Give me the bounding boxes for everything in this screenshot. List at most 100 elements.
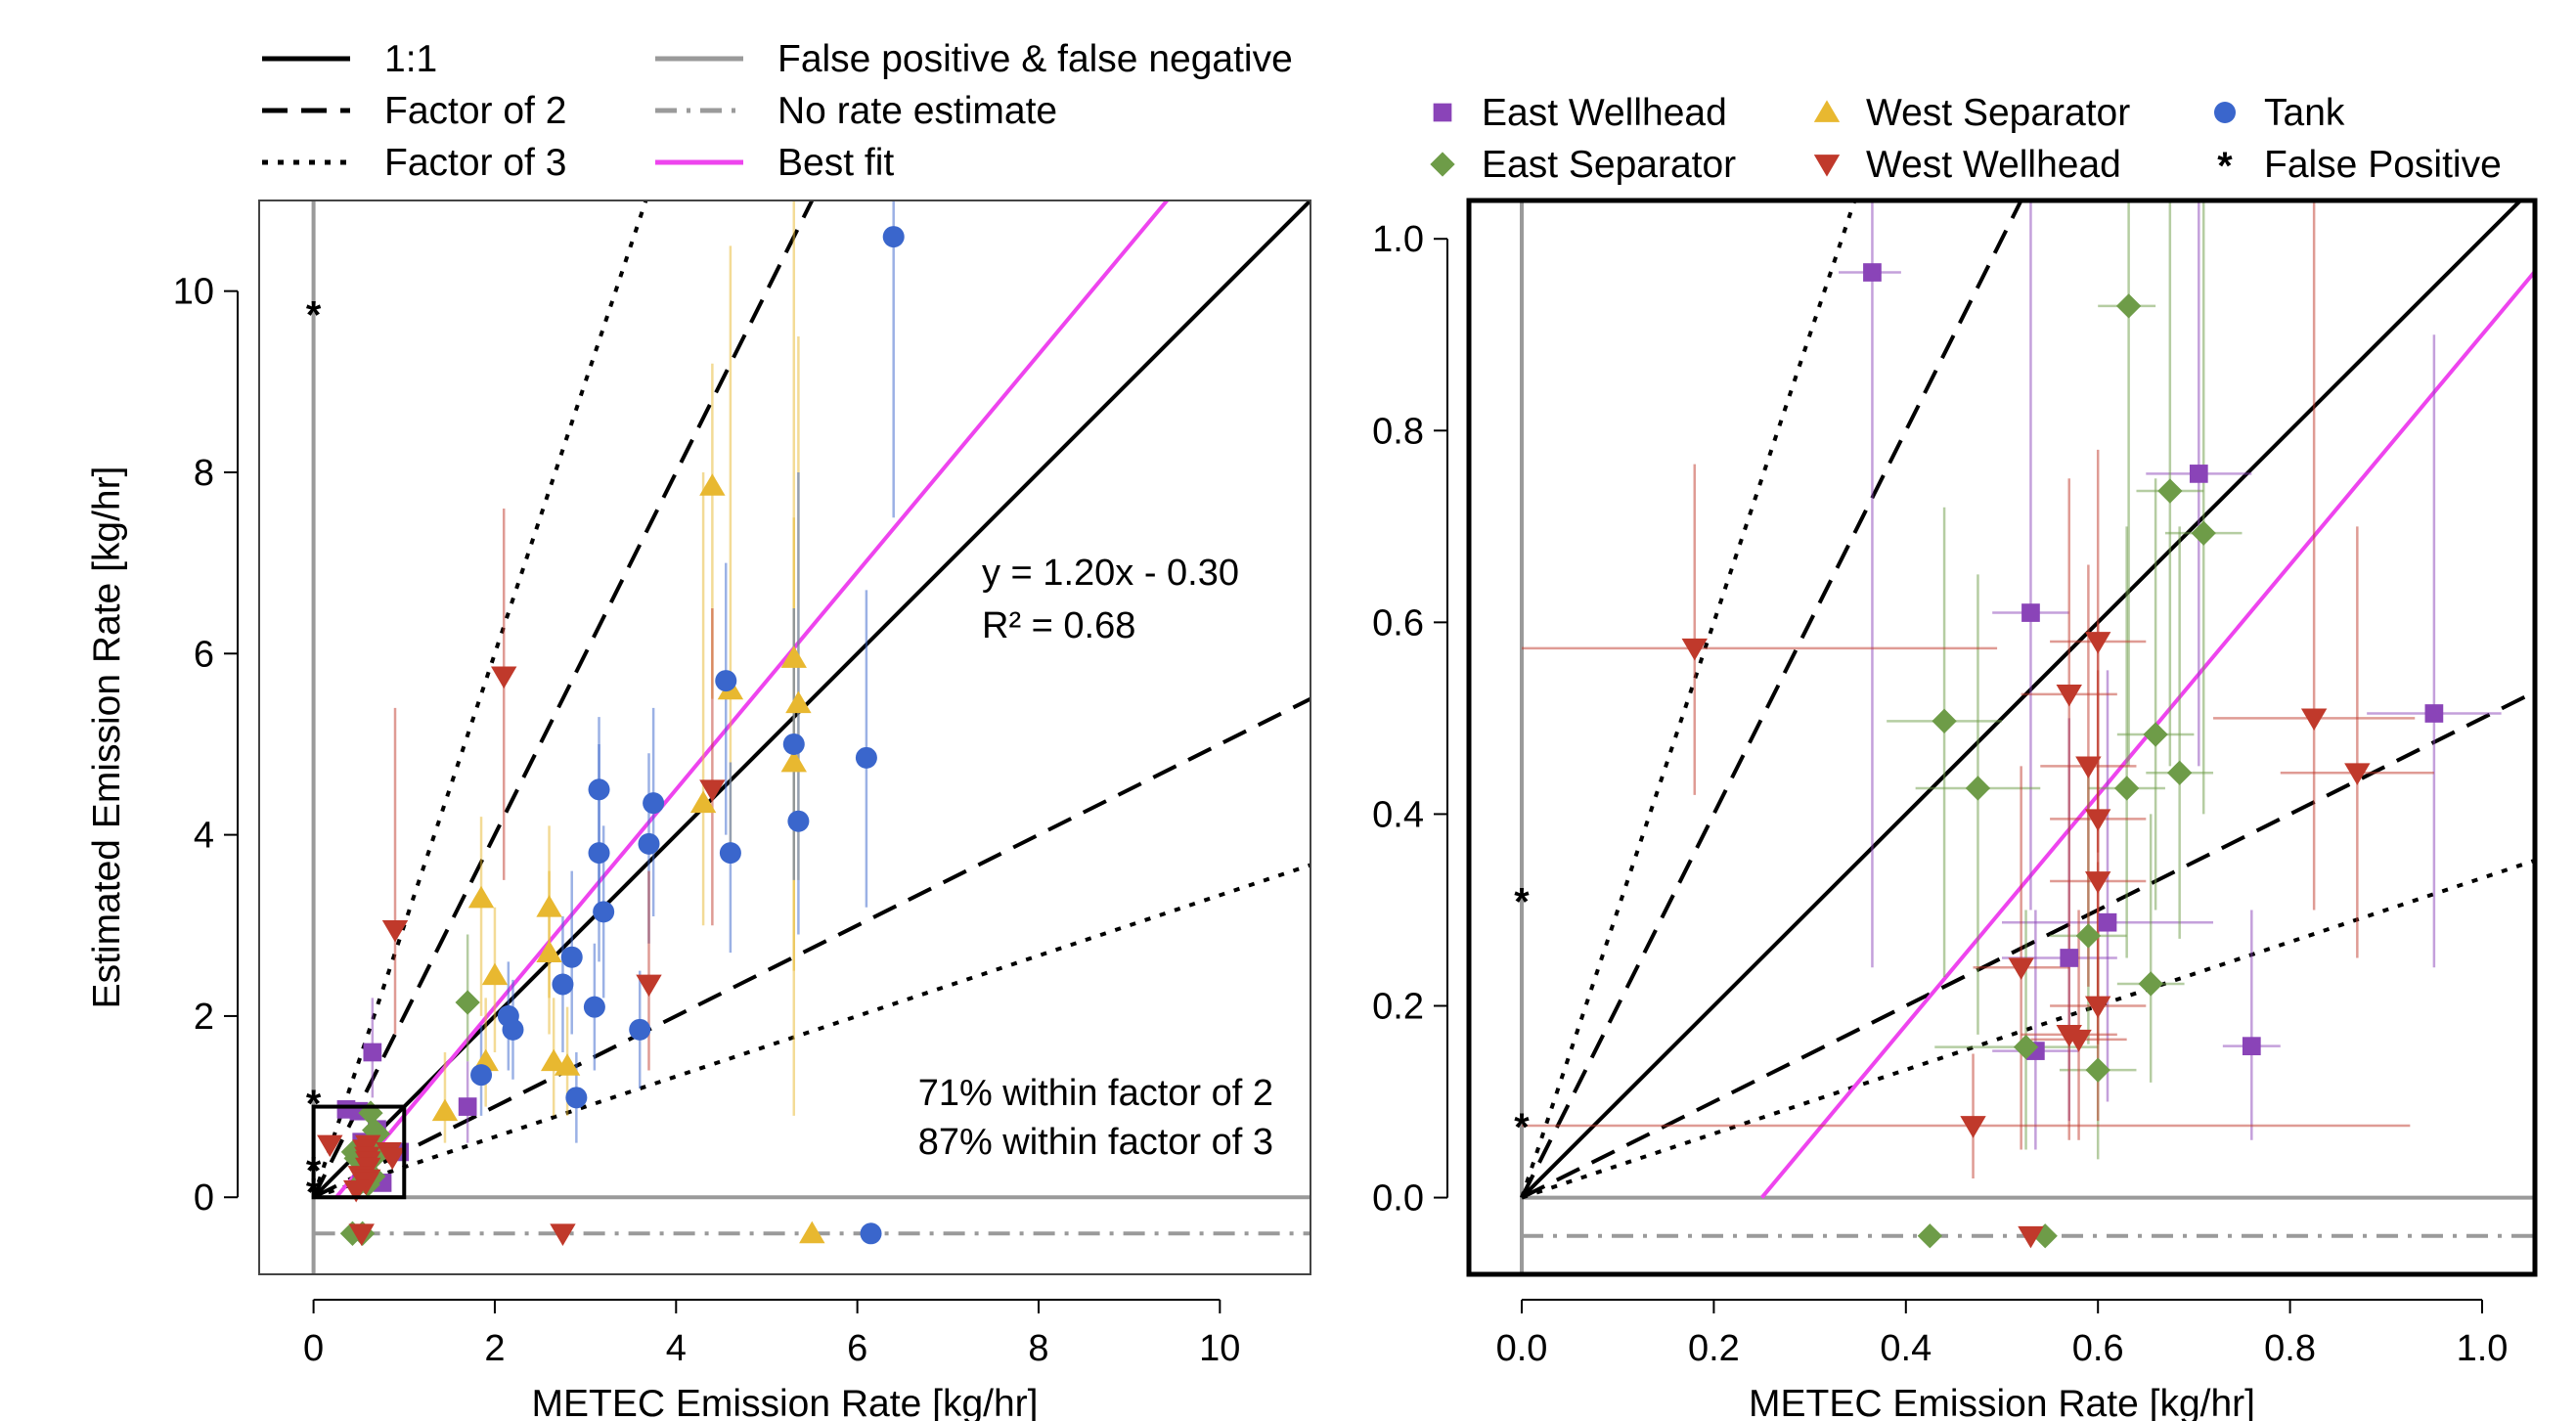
legend-line-label-2: Factor of 3: [384, 142, 566, 184]
west-wellhead-point: [2084, 871, 2111, 894]
tank-point: [470, 1064, 493, 1087]
y-tick-label: 8: [194, 453, 214, 494]
tank-point: [719, 842, 741, 865]
y-tick-label: 4: [194, 816, 214, 857]
legend-marker-label-0: East Wellhead: [1482, 92, 1727, 134]
y-tick-label: 0.0: [1372, 1178, 1424, 1220]
tank-point: [715, 670, 737, 692]
west-wellhead-point: [491, 666, 517, 689]
data-points: **: [1514, 263, 2444, 1249]
x-tick-label: 0.4: [1880, 1328, 1932, 1369]
legend-marker-0: [1433, 103, 1452, 122]
legend-line-label-4: No rate estimate: [777, 90, 1057, 132]
marker-legend: East Wellhead West Separator Tank East Sepa…: [1430, 92, 2502, 188]
tank-point: [552, 973, 574, 996]
west-wellhead-point: [381, 919, 409, 943]
east-wellhead-point: [2060, 949, 2079, 967]
east-separator-point: [455, 990, 480, 1015]
west-separator-point: [540, 1048, 567, 1072]
east-separator-point: [2085, 1057, 2110, 1083]
tank-point: [643, 792, 665, 815]
x-tick-label: 6: [847, 1328, 867, 1369]
west-wellhead-point: [342, 1179, 370, 1203]
east-wellhead-point: [2021, 603, 2040, 622]
legend-marker-4: [1813, 155, 1841, 177]
y-tick-label: 0.8: [1372, 411, 1424, 452]
panel-right-frame: [1466, 198, 2538, 1277]
west-wellhead-point: [2084, 809, 2111, 831]
x-axis-label: METEC Emission Rate [kg/hr]: [532, 1383, 1039, 1421]
legend-marker-3: [1430, 152, 1455, 177]
west-separator-point: [699, 473, 726, 496]
right-panel: **0.0 0.2 0.4 0.6 0.8 1.00.00.20.40.60.81.0ME…: [1372, 198, 2538, 1421]
x-tick-label: 1.0: [2457, 1328, 2509, 1369]
east-separator-point: [2157, 478, 2183, 504]
tank-point: [782, 733, 805, 755]
error-bars: [371, 200, 895, 1143]
tank-point: [560, 946, 583, 968]
legend-line-label-1: Factor of 2: [384, 90, 566, 132]
x-tick-label: 0.0: [1496, 1328, 1548, 1369]
west-wellhead-point: [2300, 708, 2328, 732]
west-separator-no-rate-point: [799, 1221, 825, 1244]
east-wellhead-point: [1863, 263, 1882, 282]
tank-point: [583, 996, 605, 1018]
x-axis-label: METEC Emission Rate [kg/hr]: [1749, 1383, 2255, 1421]
fit-equation: y = 1.20x - 0.30: [982, 553, 1239, 594]
y-tick-label: 2: [194, 997, 214, 1038]
tank-point: [593, 901, 615, 923]
x-tick-label: 0.2: [1688, 1328, 1740, 1369]
false-positive-point: *: [1514, 881, 1530, 924]
tank-point: [565, 1087, 588, 1109]
legend-marker-label-4: West Wellhead: [1866, 144, 2121, 186]
west-separator-point: [536, 940, 562, 962]
west-wellhead-point: [317, 1134, 343, 1158]
west-wellhead-no-rate-point: [348, 1223, 375, 1246]
east-separator-point: [2143, 722, 2168, 747]
line-legend: 1:1 Factor of 2 Factor of 3 False positive …: [262, 38, 1293, 184]
east-separator-point: [1965, 776, 1991, 801]
west-wellhead-point: [2065, 1029, 2092, 1052]
east-separator-point: [365, 1121, 391, 1147]
legend-marker-5: *: [2217, 145, 2233, 188]
east-wellhead-point: [363, 1043, 382, 1062]
west-wellhead-point: [1960, 1116, 1986, 1138]
x-tick-label: 4: [666, 1328, 687, 1369]
y-tick-label: 0: [194, 1177, 214, 1219]
west-separator-point: [467, 885, 495, 909]
factor2-lower: [312, 696, 1310, 1200]
legend-marker-label-5: False Positive: [2264, 144, 2502, 186]
west-separator-point: [431, 1098, 459, 1122]
east-separator-point: [2167, 760, 2193, 785]
y-tick-label: 0.2: [1372, 987, 1424, 1028]
legend-line-label-3: False positive & false negative: [777, 38, 1293, 80]
east-separator-point: [2115, 293, 2142, 319]
legend-marker-1: [1813, 100, 1841, 122]
east-separator-no-rate-point: [2032, 1223, 2058, 1249]
x-tick-label: 8: [1028, 1328, 1048, 1369]
panel-left-plot-area: ****: [306, 200, 1310, 1274]
west-wellhead-point: [2084, 632, 2111, 654]
west-wellhead-point: [2344, 763, 2371, 785]
east-separator-point: [2013, 1035, 2039, 1060]
legend-marker-label-3: East Separator: [1482, 144, 1736, 186]
tank-point: [588, 778, 610, 801]
y-tick-label: 0.6: [1372, 602, 1424, 644]
east-wellhead-point: [2189, 465, 2208, 483]
y-tick-label: 0.4: [1372, 794, 1424, 835]
y-axis-label: Estimated Emission Rate [kg/hr]: [86, 466, 128, 1009]
west-separator-point: [536, 895, 562, 917]
x-tick-label: 0.8: [2264, 1328, 2316, 1369]
y-tick-label: 1.0: [1372, 219, 1424, 260]
west-wellhead-point: [1681, 638, 1708, 661]
west-separator-point: [780, 749, 807, 773]
data-points: ****: [306, 226, 905, 1246]
east-wellhead-point: [336, 1100, 356, 1119]
factor3-lower: [1521, 858, 2535, 1200]
tank-point: [502, 1018, 524, 1041]
legend-marker-label-1: West Separator: [1866, 92, 2130, 134]
x-tick-label: 0: [303, 1328, 324, 1369]
factor3-upper: [1520, 200, 1857, 1199]
y-tick-label: 6: [194, 634, 214, 675]
